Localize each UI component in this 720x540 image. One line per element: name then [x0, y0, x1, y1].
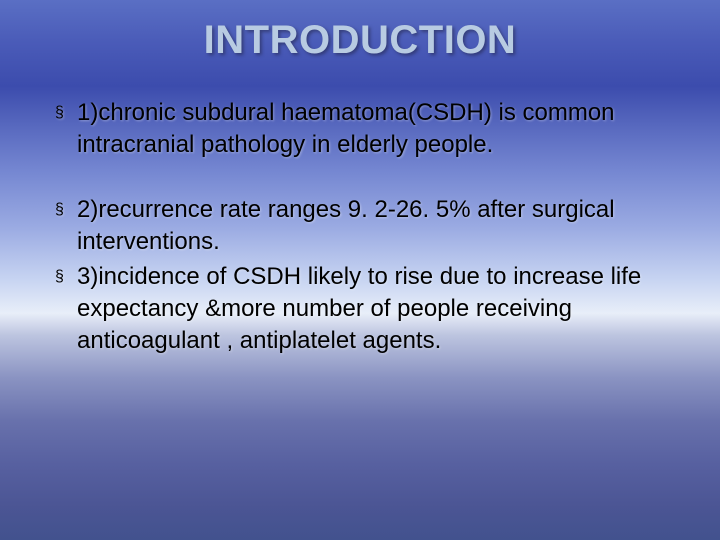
list-item: § 2)recurrence rate ranges 9. 2-26. 5% a…: [55, 194, 665, 259]
slide: INTRODUCTION § 1)chronic subdural haemat…: [0, 0, 720, 540]
list-item: § 3)incidence of CSDH likely to rise due…: [55, 261, 665, 358]
bullet-icon: §: [55, 194, 77, 259]
item-text: 2)recurrence rate ranges 9. 2-26. 5% aft…: [77, 194, 665, 259]
list-item: § 1)chronic subdural haematoma(CSDH) is …: [55, 97, 665, 162]
item-text: 1)chronic subdural haematoma(CSDH) is co…: [77, 97, 665, 162]
slide-title: INTRODUCTION: [55, 18, 665, 63]
bullet-icon: §: [55, 261, 77, 358]
paragraph-gap: [55, 164, 665, 194]
slide-content: § 1)chronic subdural haematoma(CSDH) is …: [55, 97, 665, 358]
bullet-icon: §: [55, 97, 77, 162]
item-text: 3)incidence of CSDH likely to rise due t…: [77, 261, 665, 358]
